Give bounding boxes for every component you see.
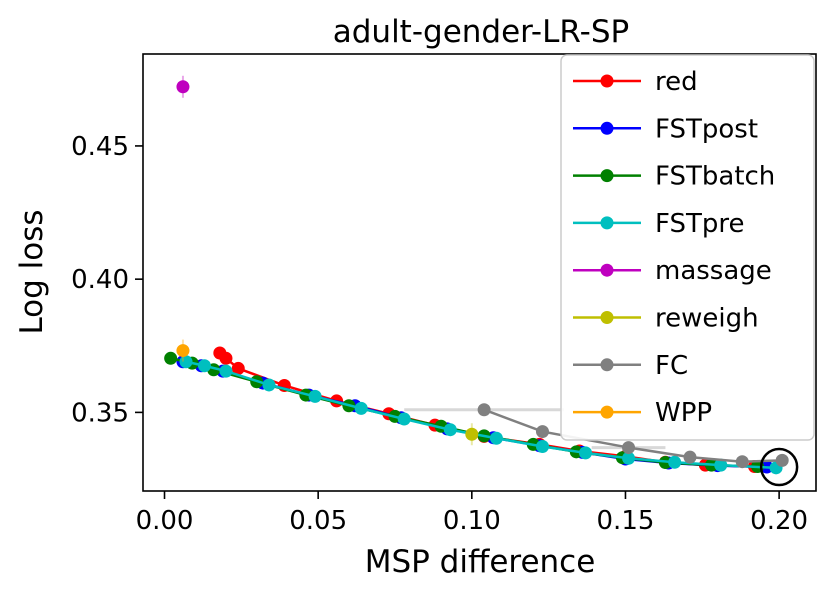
y-tick-label: 0.35 [71,398,129,428]
fstpre-point [443,423,457,437]
fstpre-point [179,355,193,369]
legend-label: red [655,67,698,97]
legend-item-fstpost: FSTpost [573,114,758,144]
legend-item-fc: FC [573,351,688,381]
fc-line [483,408,783,463]
legend-swatch-marker [600,121,614,135]
legend-item-fstbatch: FSTbatch [573,162,775,192]
fstpre-point [535,440,549,454]
series-massage [176,75,190,98]
fc-point [622,441,636,455]
red-point [219,351,233,365]
legend-swatch-marker [600,169,614,183]
legend-swatch-marker [600,358,614,372]
fstpre-point [308,389,322,403]
legend-label: FSTbatch [655,162,775,192]
legend-swatch-marker [600,74,614,88]
legend-item-reweigh: reweigh [573,304,759,334]
fstpre-point [354,401,368,415]
legend-swatch-marker [600,405,614,419]
series-reweigh [465,423,479,446]
y-axis-label: Log loss [14,209,50,334]
fstpre-point [219,364,233,378]
fc-point [535,425,549,439]
legend-item-fstpre: FSTpre [573,209,745,239]
x-tick-label: 0.15 [597,506,655,536]
fc-point [477,403,491,417]
legend-swatch-marker [600,216,614,230]
fstpre-point [262,378,276,392]
legend-label: FC [655,351,688,381]
fc-point [683,450,697,464]
fc-point [735,455,749,469]
plot-area [164,75,799,487]
y-tick-label: 0.45 [71,132,129,162]
legend-label: FSTpre [655,209,745,239]
legend: red FSTpost FSTbatch FSTpre massage reweigh FC… [560,54,815,441]
fstpre-point [489,431,503,445]
plot-frame [142,53,817,492]
legend-label: FSTpost [655,114,758,144]
legend-swatch-marker [600,311,614,324]
fstpre-point [197,359,211,373]
legend-box [560,54,815,441]
series-wpp [176,339,190,362]
y-axis: 0.35 0.40 0.45 [71,132,143,428]
x-tick-label: 0.05 [289,506,347,536]
legend-label: massage [655,256,772,286]
x-tick-label: 0.10 [443,506,501,536]
fstpre-point [714,458,728,472]
red-point [231,361,245,375]
legend-item-wpp: WPP [573,398,712,428]
fstpre-point [668,455,682,469]
legend-item-massage: massage [573,256,772,286]
series-fstpre [179,355,783,475]
x-tick-label: 0.00 [136,506,194,536]
reweigh-point [465,427,479,441]
wpp-point [176,344,190,358]
legend-label: WPP [655,398,712,428]
chart-title: adult-gender-LR-SP [333,14,629,50]
legend-swatch-marker [600,263,614,277]
legend-item-red: red [573,67,698,97]
x-tick-label: 0.20 [750,506,808,536]
x-axis-label: MSP difference [365,544,596,580]
fstpre-point [579,446,593,460]
highlight-circle [759,447,799,487]
x-axis: 0.00 0.05 0.10 0.15 0.20 [136,491,808,536]
fstpre-point [397,412,411,426]
fstpre-point [622,451,636,465]
series-fc [404,403,789,469]
massage-point [176,80,190,94]
legend-label: reweigh [655,304,759,334]
fstbatch-point [164,351,178,365]
y-tick-label: 0.40 [71,265,129,295]
fc-point [775,453,789,467]
